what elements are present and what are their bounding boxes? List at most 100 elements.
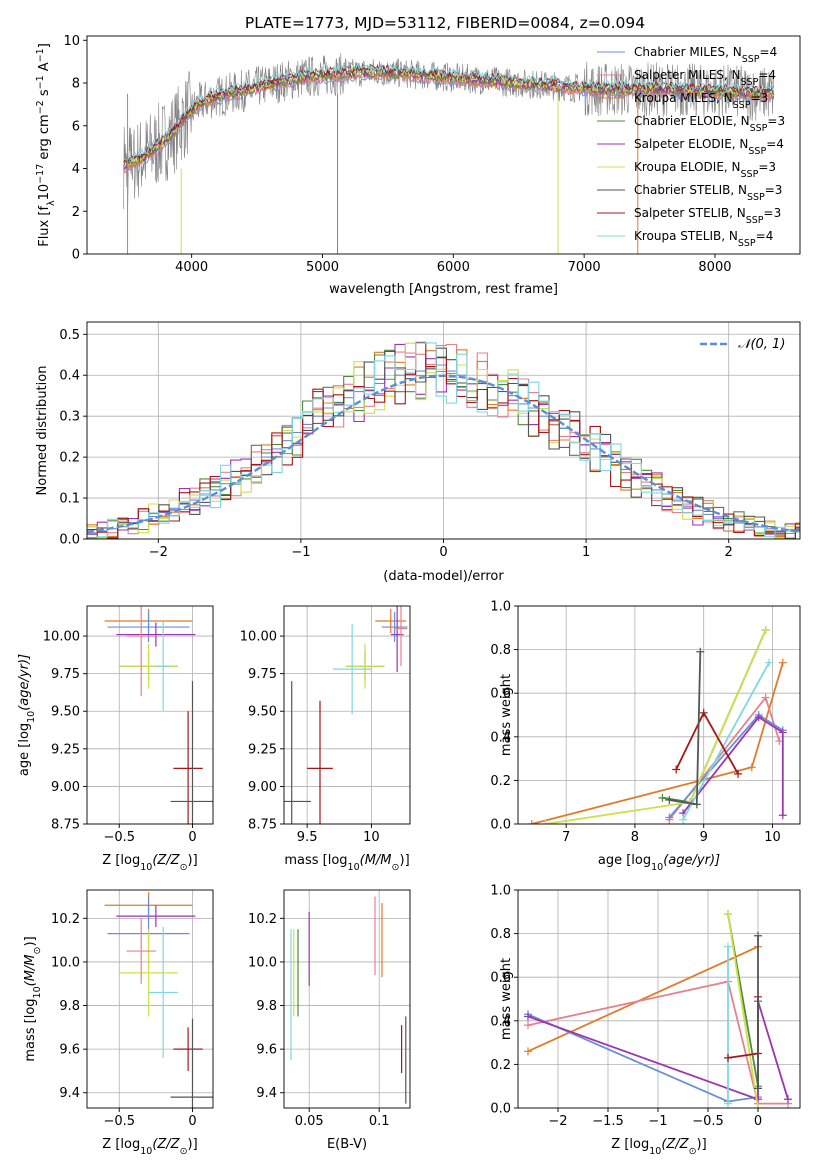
y-tick-label: 0.2 xyxy=(59,451,80,466)
spectrum-panel: 4000 5000 6000 7000 8000 0 2 4 6 8 10 wavelength [A… xyxy=(35,34,801,297)
x-axis-label: Z [log10(Z/Z⊙)] xyxy=(102,853,197,873)
legend: Chabrier MILES, NSSP=4 Salpeter MILES, NS… xyxy=(597,45,785,249)
axes: −2 −1.5 −1 −0.5 0 0.0 0.2 0.4 0.6 0.8 1.0 Z [log10(… xyxy=(490,884,801,1157)
y-tick-label: 10 xyxy=(63,34,80,49)
y-tick-label: 0.6 xyxy=(490,971,511,986)
weight-marker-kroupa_stelib xyxy=(724,942,732,951)
legend-entry-kroupa_miles: Kroupa MILES, NSSP=3 xyxy=(634,91,768,111)
legend-entry-chabrier_elodie: Chabrier ELODIE, NSSP=3 xyxy=(634,114,785,134)
weight-vs-age-panel: 7 8 9 10 0.0 0.2 0.4 0.6 0.8 1.0 age [log10(age/yr… xyxy=(490,600,801,873)
axes-frame xyxy=(283,605,411,825)
weight-marker-chabrier_stelib xyxy=(754,931,762,940)
weight-marker-kroupa_elodie xyxy=(724,909,732,918)
y-axis-label: mass [log10(M/M⊙)] xyxy=(23,936,43,1061)
data-spectrum-line xyxy=(123,52,774,210)
legend-entry-salpeter_miles: Salpeter MILES, NSSP=4 xyxy=(634,68,776,88)
legend-entry-gaussian: 𝒩(0, 1) xyxy=(738,337,785,352)
weight-line-salpeter_elodie xyxy=(682,716,784,816)
x-tick-label: −1 xyxy=(291,545,310,560)
weight-marker-kroupa_miles xyxy=(778,658,787,667)
mass-vs-metallicity-panel: −0.5 0 9.4 9.6 9.8 10.0 10.2 Z [log10(Z/Z⊙)] mas… xyxy=(23,889,214,1157)
plot-area xyxy=(527,625,787,824)
y-tick-label: 0.6 xyxy=(490,687,511,702)
weight-marker-salpeter_stelib xyxy=(724,1053,732,1062)
x-tick-label: 8 xyxy=(631,830,639,845)
y-axis-label: Normed distribution xyxy=(35,366,50,496)
y-tick-label: 10.0 xyxy=(248,955,277,970)
axes: −0.5 0 8.75 9.00 9.25 9.50 9.75 10.00 Z [log10(Z… xyxy=(17,605,214,873)
y-tick-label: 8.75 xyxy=(248,818,277,833)
weight-marker-salpeter_miles xyxy=(761,693,770,702)
axes-frame xyxy=(517,605,801,825)
gaussian-curve xyxy=(87,374,800,533)
axes: 0.05 0.1 9.4 9.6 9.8 10.0 10.2 E(B-V) xyxy=(248,889,411,1152)
weight-marker-salpeter_elodie xyxy=(754,713,763,722)
plot-area xyxy=(123,52,775,254)
x-tick-label: 7000 xyxy=(568,260,601,275)
x-tick-label: 0 xyxy=(188,830,196,845)
x-tick-label: −0.5 xyxy=(103,1114,135,1129)
y-tick-label: 0.1 xyxy=(59,492,80,507)
weight-marker-kroupa_elodie xyxy=(754,1104,762,1108)
y-tick-label: 10.2 xyxy=(51,912,80,927)
weight-marker-kroupa_elodie xyxy=(761,625,770,634)
y-axis-label: age [log10(age/yr)] xyxy=(17,654,37,776)
x-tick-label: 9.5 xyxy=(297,830,318,845)
legend-entry-kroupa_stelib: Kroupa STELIB, NSSP=4 xyxy=(634,229,773,249)
plot-area xyxy=(290,896,407,1104)
x-tick-label: 6000 xyxy=(437,260,470,275)
plot-area xyxy=(87,341,800,539)
y-tick-label: 8 xyxy=(72,77,80,92)
y-tick-label: 0.8 xyxy=(490,643,511,658)
y-tick-label: 0.3 xyxy=(59,410,80,425)
weight-marker-salpeter_stelib xyxy=(672,765,681,774)
y-tick-label: 10.0 xyxy=(51,955,80,970)
y-tick-label: 9.8 xyxy=(256,999,277,1014)
y-axis-label: mass weight xyxy=(499,958,514,1040)
x-tick-label: −1 xyxy=(648,1114,667,1129)
residuals-panel: −2 −1 0 1 2 0.0 0.1 0.2 0.3 0.4 0.5 𝒩(0, 1) (data-mo… xyxy=(35,321,801,584)
axes-frame xyxy=(86,889,214,1109)
weight-marker-chabrier_stelib xyxy=(665,796,674,805)
histogram-chabrier_miles xyxy=(87,364,800,534)
weight-line-kroupa_miles xyxy=(527,945,759,1053)
x-tick-label: 7 xyxy=(562,830,570,845)
y-tick-label: 0.5 xyxy=(59,328,80,343)
axes: −2 −1 0 1 2 0.0 0.1 0.2 0.3 0.4 0.5 𝒩(0, 1) (data-mo… xyxy=(35,321,801,584)
y-tick-label: 9.6 xyxy=(256,1043,277,1058)
x-axis-label: mass [log10(M/M⊙)] xyxy=(284,853,409,873)
x-tick-label: 0 xyxy=(188,1114,196,1129)
y-tick-label: 9.75 xyxy=(248,667,277,682)
x-tick-label: 10 xyxy=(363,830,380,845)
weight-marker-salpeter_elodie xyxy=(778,811,787,820)
y-tick-label: 9.25 xyxy=(248,742,277,757)
y-tick-label: 9.75 xyxy=(51,667,80,682)
y-tick-label: 0.0 xyxy=(490,1102,511,1117)
y-tick-label: 9.6 xyxy=(59,1043,80,1058)
x-tick-label: 0 xyxy=(439,545,447,560)
axes: 4000 5000 6000 7000 8000 0 2 4 6 8 10 wavelength [A… xyxy=(35,34,801,297)
y-tick-label: 10.00 xyxy=(43,630,80,645)
histogram-kroupa_stelib xyxy=(87,341,800,539)
weight-marker-chabrier_elodie xyxy=(658,793,667,802)
y-tick-label: 0.2 xyxy=(490,1058,511,1073)
y-tick-label: 0.2 xyxy=(490,774,511,789)
x-tick-label: −0.5 xyxy=(103,830,135,845)
x-tick-label: −0.5 xyxy=(692,1114,724,1129)
y-tick-label: 9.00 xyxy=(248,780,277,795)
y-tick-label: 10.00 xyxy=(240,630,277,645)
x-tick-label: 10 xyxy=(764,830,781,845)
weight-marker-chabrier_stelib xyxy=(692,800,701,809)
y-tick-label: 0.4 xyxy=(490,730,511,745)
weight-marker-salpeter_miles xyxy=(524,1021,532,1030)
legend-entry-chabrier_stelib: Chabrier STELIB, NSSP=3 xyxy=(634,183,782,203)
x-axis-label: Z [log10(Z/Z⊙)] xyxy=(611,1137,706,1157)
y-tick-label: 10.2 xyxy=(248,912,277,927)
weight-marker-kroupa_elodie xyxy=(541,820,550,824)
weight-marker-kroupa_miles xyxy=(527,820,536,824)
weight-marker-salpeter_stelib xyxy=(734,769,743,778)
weight-marker-salpeter_elodie xyxy=(524,1012,532,1021)
model-spectrum-kroupa_stelib xyxy=(123,62,775,160)
legend-entry-chabrier_miles: Chabrier MILES, NSSP=4 xyxy=(634,45,777,65)
y-tick-label: 0.4 xyxy=(59,369,80,384)
